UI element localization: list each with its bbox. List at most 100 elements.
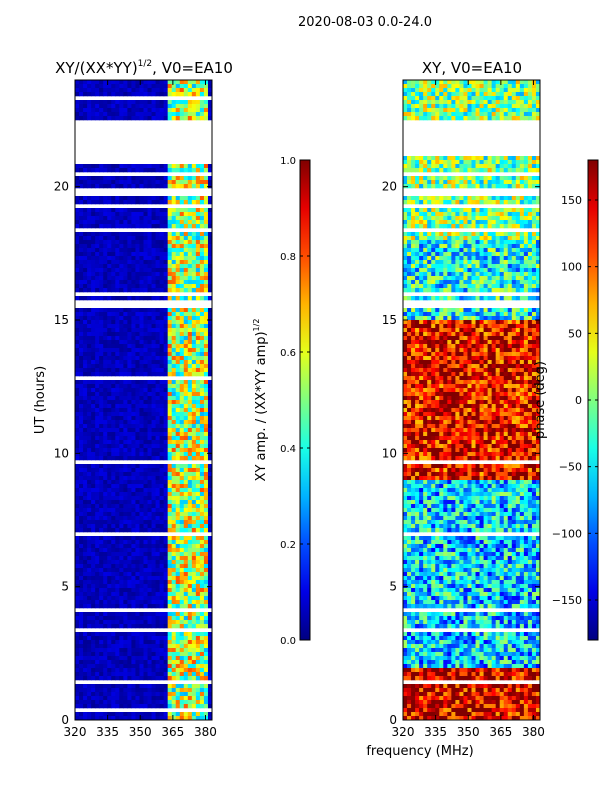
heatmap-cell: [471, 156, 477, 161]
heatmap-cell: [131, 664, 137, 669]
heatmap-cell: [83, 100, 88, 105]
heatmap-cell: [127, 644, 133, 649]
heatmap-cell: [119, 580, 124, 585]
heatmap-cell: [187, 448, 193, 453]
heatmap-cell: [147, 692, 153, 697]
heatmap-cell: [119, 500, 124, 505]
heatmap-cell: [119, 508, 124, 513]
heatmap-cell: [207, 396, 212, 401]
heatmap-cell: [107, 496, 112, 501]
heatmap-cell: [203, 516, 209, 521]
heatmap-cell: [107, 488, 112, 493]
heatmap-cell: [163, 352, 169, 357]
heatmap-cell: [479, 108, 485, 113]
heatmap-cell: [79, 468, 84, 473]
heatmap-cell: [151, 588, 157, 593]
heatmap-cell: [175, 80, 181, 85]
heatmap-cell: [123, 368, 128, 373]
heatmap-cell: [83, 492, 88, 497]
heatmap-cell: [91, 500, 96, 505]
heatmap-cell: [91, 276, 96, 281]
heatmap-cell: [199, 284, 205, 289]
heatmap-cell: [203, 364, 209, 369]
heatmap-cell: [183, 612, 189, 617]
heatmap-cell: [95, 648, 100, 653]
heatmap-cell: [147, 260, 153, 265]
heatmap-cell: [151, 208, 157, 213]
heatmap-cell: [131, 320, 137, 325]
heatmap-cell: [91, 588, 96, 593]
heatmap-cell: [183, 116, 189, 121]
heatmap-cell: [151, 288, 157, 293]
heatmap-cell: [203, 408, 209, 413]
heatmap-cell: [167, 220, 173, 225]
heatmap-cell: [163, 696, 169, 701]
heatmap-cell: [107, 444, 112, 449]
heatmap-cell: [203, 312, 209, 317]
heatmap-cell: [115, 592, 120, 597]
heatmap-cell: [79, 480, 84, 485]
heatmap-cell: [207, 224, 212, 229]
heatmap-cell: [167, 400, 173, 405]
heatmap-cell: [115, 424, 120, 429]
heatmap-cell: [147, 672, 153, 677]
heatmap-cell: [199, 688, 205, 693]
heatmap-cell: [207, 84, 212, 89]
heatmap-cell: [87, 428, 92, 433]
heatmap-cell: [191, 392, 197, 397]
heatmap-cell: [195, 272, 201, 277]
heatmap-cell: [183, 700, 189, 705]
heatmap-cell: [407, 92, 412, 97]
heatmap-cell: [151, 452, 157, 457]
heatmap-cell: [95, 352, 100, 357]
heatmap-cell: [99, 456, 104, 461]
heatmap-cell: [123, 620, 128, 625]
heatmap-cell: [75, 276, 80, 281]
heatmap-cell: [199, 392, 205, 397]
heatmap-cell: [191, 80, 197, 85]
heatmap-cell: [123, 268, 128, 273]
heatmap-cell: [111, 472, 116, 477]
heatmap-cell: [115, 216, 120, 221]
heatmap-cell: [447, 112, 452, 117]
heatmap-cell: [139, 540, 145, 545]
heatmap-cell: [163, 580, 169, 585]
heatmap-cell: [155, 696, 161, 701]
heatmap-cell: [95, 220, 100, 225]
heatmap-cell: [143, 324, 149, 329]
heatmap-cell: [179, 492, 185, 497]
heatmap-cell: [151, 116, 157, 121]
heatmap-cell: [207, 184, 212, 189]
heatmap-cell: [151, 368, 157, 373]
heatmap-cell: [131, 560, 137, 565]
heatmap-cell: [411, 160, 416, 165]
heatmap-cell: [159, 320, 165, 325]
heatmap-cell: [127, 324, 133, 329]
heatmap-cell: [159, 564, 165, 569]
heatmap-cell: [139, 516, 145, 521]
heatmap-cell: [79, 500, 84, 505]
heatmap-cell: [199, 260, 205, 265]
heatmap-cell: [103, 464, 108, 469]
heatmap-cell: [155, 408, 161, 413]
heatmap-cell: [139, 428, 145, 433]
heatmap-cell: [135, 512, 141, 517]
heatmap-cell: [135, 400, 141, 405]
heatmap-cell: [99, 212, 104, 217]
heatmap-cell: [83, 356, 88, 361]
heatmap-cell: [143, 444, 149, 449]
heatmap-cell: [191, 280, 197, 285]
heatmap-cell: [199, 712, 205, 717]
heatmap-cell: [139, 560, 145, 565]
heatmap-cell: [191, 264, 197, 269]
heatmap-cell: [155, 452, 161, 457]
heatmap-cell: [163, 176, 169, 181]
heatmap-cell: [123, 416, 128, 421]
heatmap-cell: [195, 448, 201, 453]
heatmap-cell: [507, 104, 513, 109]
heatmap-cell: [119, 344, 124, 349]
heatmap-cell: [119, 404, 124, 409]
heatmap-cell: [199, 676, 205, 681]
heatmap-cell: [167, 164, 173, 169]
heatmap-cell: [203, 108, 209, 113]
